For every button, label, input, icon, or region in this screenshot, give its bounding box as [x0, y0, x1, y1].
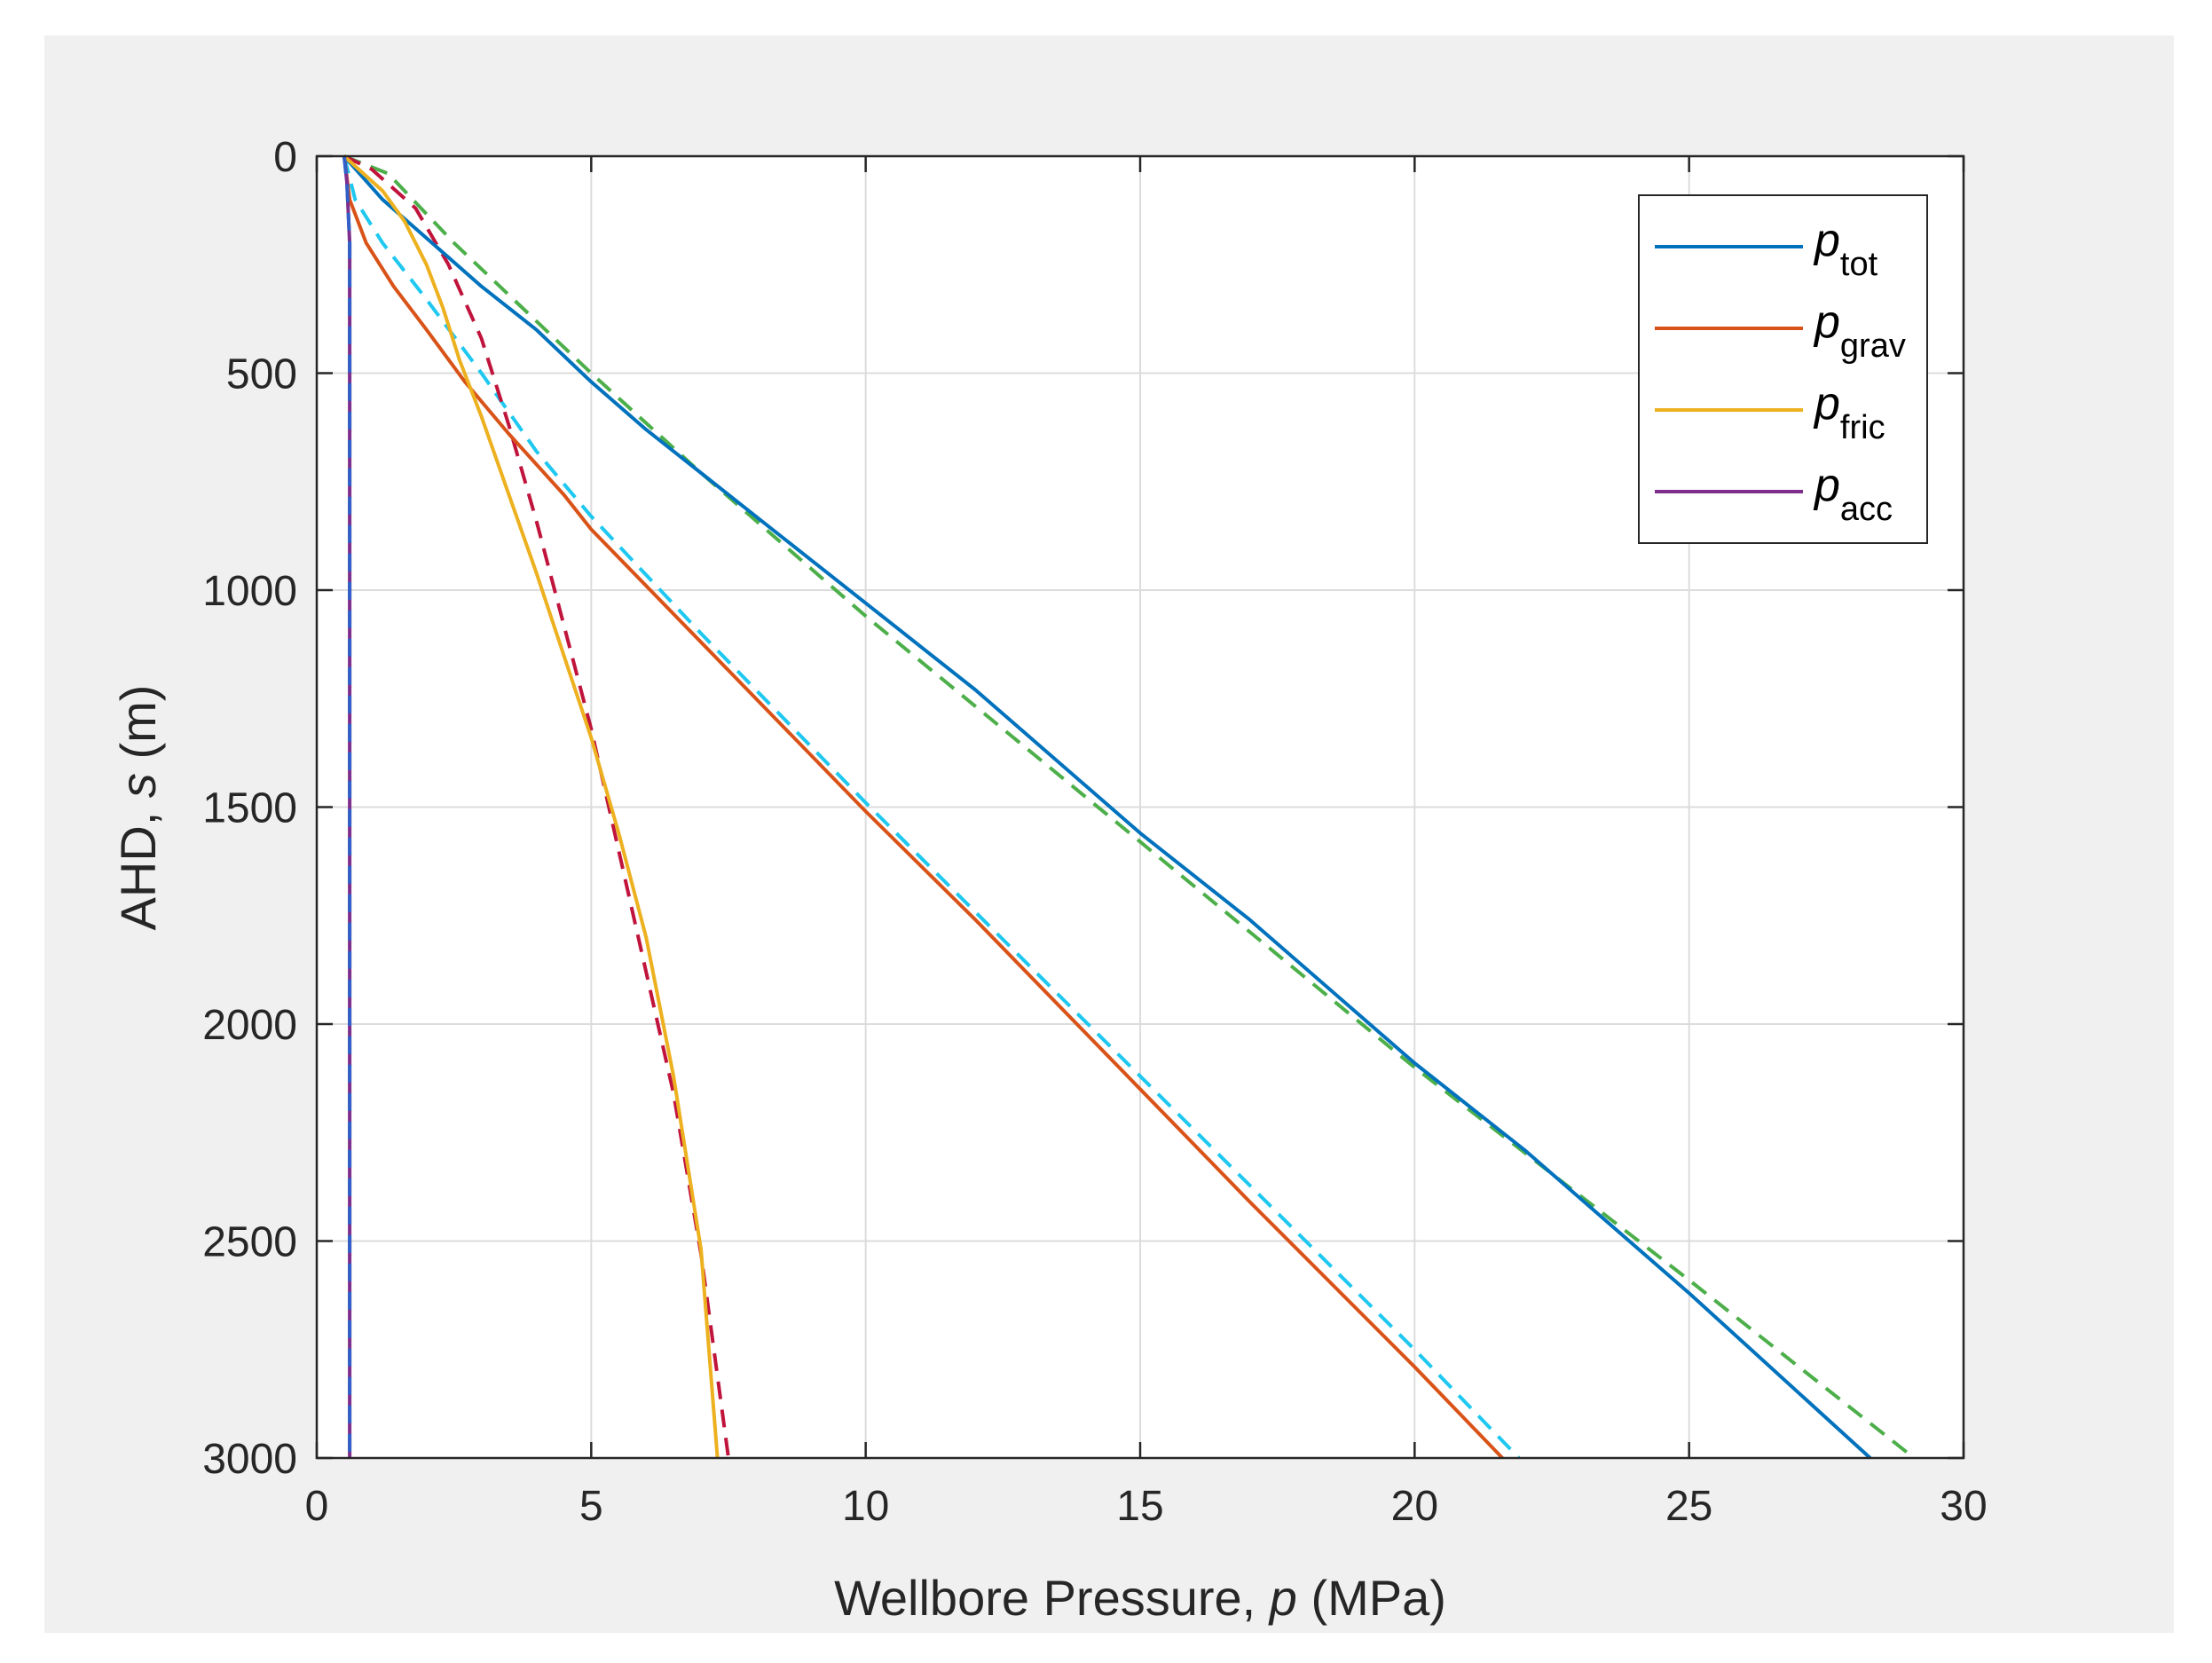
y-tick-label: 3000: [202, 1436, 297, 1483]
series-line-tot: [342, 154, 1872, 1460]
x-tick-label: 10: [842, 1483, 889, 1530]
x-tick-label: 30: [1940, 1483, 1987, 1530]
ticks: [315, 154, 1965, 1460]
legend-label-grav: pgrav: [1813, 296, 1906, 365]
legend-label-tot: ptot: [1813, 215, 1878, 283]
y-tick-label: 1500: [202, 785, 297, 832]
dashed-series-line-5: [342, 155, 1521, 1460]
y-tick-label: 2500: [202, 1219, 297, 1266]
tick-labels: 0 5 10 15 20 25 30 0 500 1000 1500 2000 2500 3000: [202, 134, 1987, 1530]
x-tick-label: 20: [1391, 1483, 1438, 1530]
legend: ptot pgrav pfric pacc: [1638, 194, 1928, 544]
x-tick-label: 5: [579, 1483, 603, 1530]
dashed-series-line-6: [343, 154, 730, 1459]
y-tick-label: 2000: [202, 1002, 297, 1049]
series-line-fric: [342, 154, 720, 1459]
series-line-grav: [342, 155, 1504, 1460]
y-tick-label: 1000: [202, 568, 297, 615]
legend-label-acc: pacc: [1813, 460, 1893, 528]
x-axis-title: Wellbore Pressure, p (MPa): [834, 1570, 1446, 1626]
x-tick-label: 25: [1665, 1483, 1712, 1530]
y-axis-title: AHD, s (m): [110, 685, 166, 931]
dashed-series-line-4: [343, 154, 1916, 1460]
x-tick-label: 15: [1116, 1483, 1163, 1530]
y-tick-label: 0: [273, 134, 297, 181]
series-layer: [342, 154, 1916, 1460]
y-tick-label: 500: [226, 351, 297, 398]
x-tick-label: 0: [305, 1483, 329, 1530]
dashed-series-line-7: [342, 155, 352, 1458]
legend-box: [1638, 194, 1928, 544]
legend-label-fric: pfric: [1813, 378, 1885, 446]
